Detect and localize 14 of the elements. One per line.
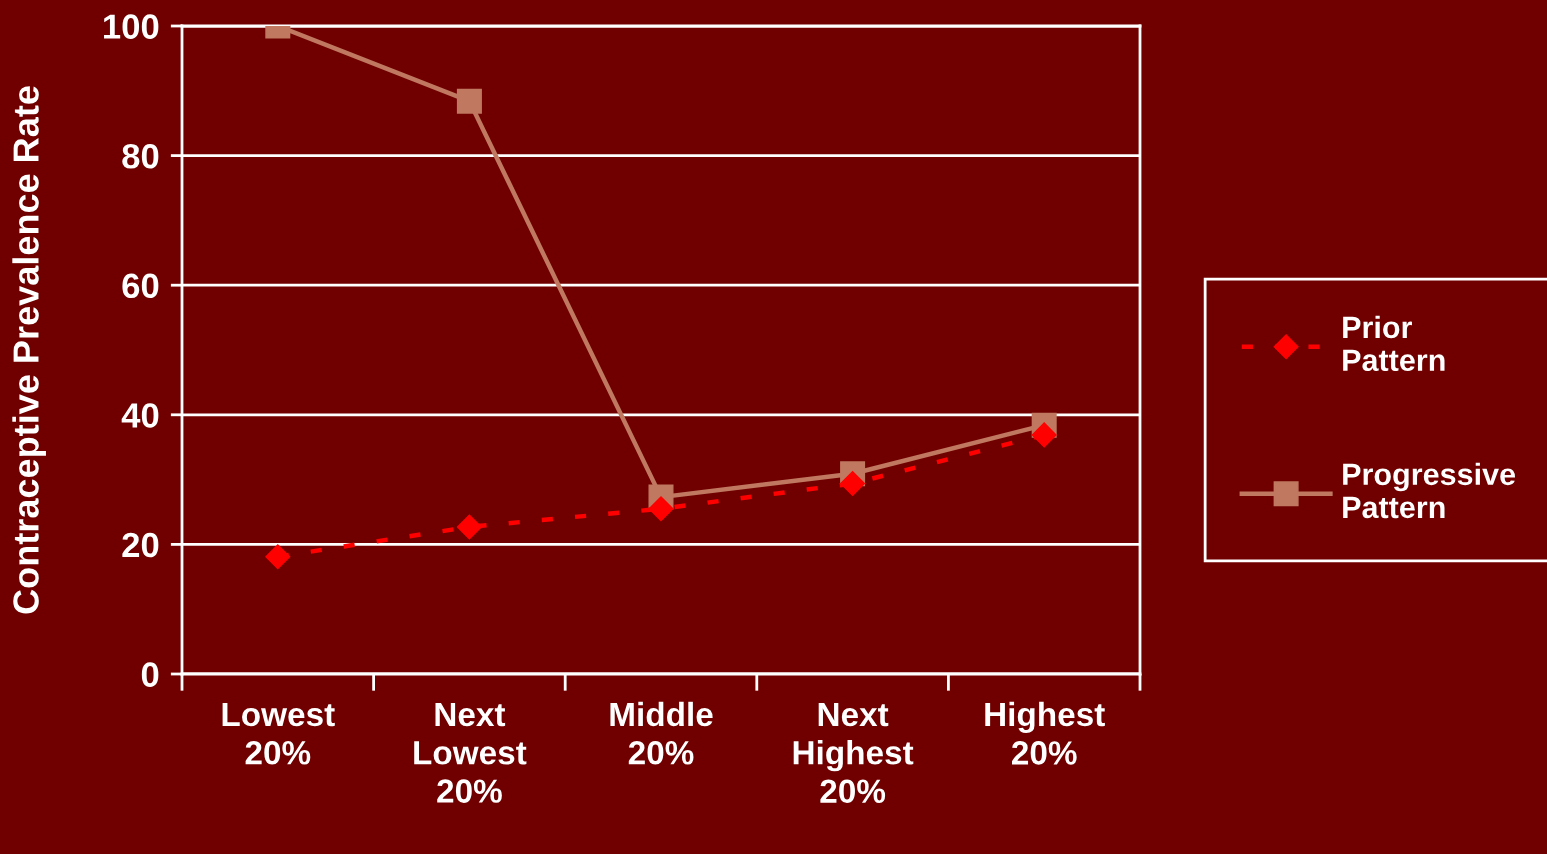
x-tick-label: Next Lowest 20%: [414, 703, 527, 803]
x-tick-label: Highest 20%: [985, 701, 1105, 765]
x-tick-label: Next Highest 20%: [793, 703, 914, 804]
x-tick-label: Lowest 20%: [222, 703, 335, 765]
y-tick-label: 60: [122, 273, 159, 299]
y-tick-label: 40: [121, 403, 159, 428]
legend-label: Progressive Pattern: [1343, 462, 1516, 519]
legend-label: Prior Pattern: [1343, 315, 1445, 372]
y-tick-label: 20: [122, 532, 159, 558]
y-tick-label: 100: [104, 14, 159, 39]
y-tick-label: 80: [122, 143, 159, 169]
y-axis-title: Contraceptive Prevalence Rate: [12, 86, 46, 614]
x-tick-label: Middle 20%: [610, 701, 713, 765]
y-tick-label: 0: [141, 662, 159, 687]
